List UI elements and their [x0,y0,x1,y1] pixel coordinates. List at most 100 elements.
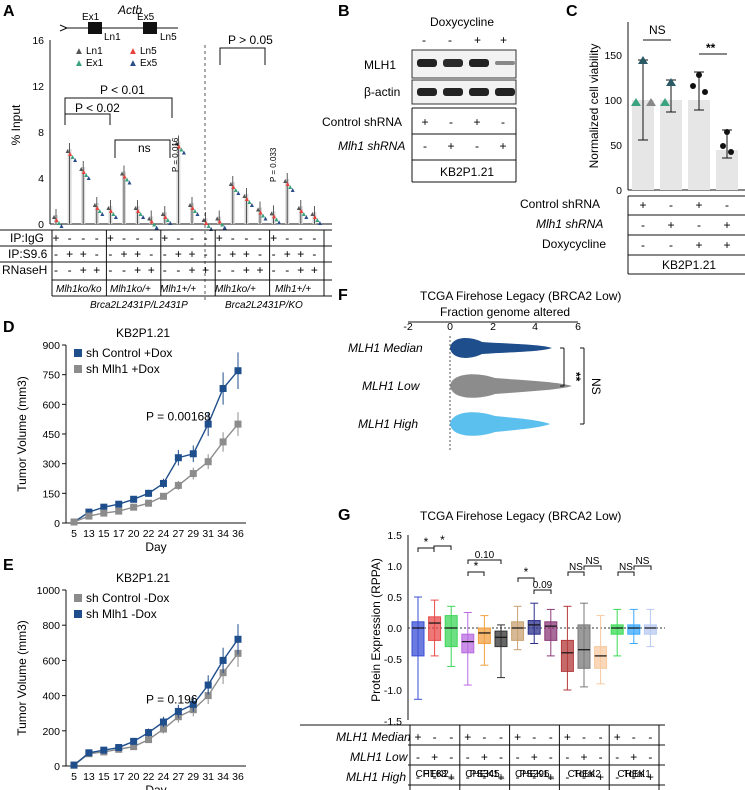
sign-cell: + [175,247,182,261]
p-value-label: P < 0.02 [75,101,120,115]
data-point [233,188,238,192]
sign-cell: - [285,263,289,277]
data-point [317,221,322,225]
sign-cell: + [66,247,73,261]
sign-cell: - [449,750,453,764]
data-point [206,224,211,228]
dox-sign: + [500,33,507,47]
sig-label: 0.10 [475,550,495,561]
row-label: MLH1 Low [350,750,409,764]
sign-cell: - [190,231,194,245]
sign-cell: - [475,139,479,153]
x-tick: -2 [403,321,412,333]
box [461,633,475,654]
genotype-label: Mlh1+/+ [275,284,311,295]
panel-f: TCGA Firehose Legacy (BRCA2 Low) Fractio… [348,289,621,450]
sign-cell: - [648,750,652,764]
sign-cell: + [639,198,646,212]
data-point [84,173,89,177]
data-point [85,512,93,520]
data-point [249,203,254,207]
sign-cell: - [697,218,701,232]
exon1-label: Ex1 [82,12,100,23]
y-tick: 50 [610,140,622,152]
box [627,624,641,635]
x-tick: 36 [232,528,244,540]
data-point [106,206,111,210]
panel-label-a: A [3,3,15,20]
sign-cell: - [95,247,99,261]
data-point [108,209,113,213]
box [527,620,541,635]
data-point [174,707,182,715]
sign-cell: - [482,770,486,784]
sign-cell: + [695,238,702,252]
sign-cell: - [599,730,603,744]
sign-cell: + [723,238,730,252]
data-point [122,174,127,179]
x-tick: 2 [490,321,496,333]
sign-cell: - [68,263,72,277]
group-label: MLH1 High [358,417,418,431]
data-point [100,212,105,216]
sign-cell: + [499,139,506,153]
data-point [79,167,84,171]
protein-label: CHEK2_ [415,769,454,780]
data-point [190,206,195,210]
vertical-p-label: P = 0.016 [171,137,180,172]
sig-label: ** [569,372,583,382]
x-tick: 27 [173,528,185,540]
band [417,59,437,67]
sign-cell: - [163,247,167,261]
data-point [310,212,315,216]
data-point [312,215,317,219]
sign-cell: + [188,263,195,277]
dox-sign: + [474,33,481,47]
data-point [274,217,279,222]
data-point [290,188,295,192]
data-point [696,72,702,78]
sign-cell: - [632,730,636,744]
sign-cell: - [149,231,153,245]
sig-label: NS [636,556,650,567]
data-point [702,89,708,95]
data-point [234,367,242,375]
bracket [467,571,485,576]
sign-cell: + [564,730,571,744]
protein-label: PT68 [423,769,447,780]
y-tick: 300 [42,459,60,471]
row-label-ips96: IP:S9.6 [8,247,48,261]
data-point [163,215,168,219]
legend-ln5: Ln5 [140,46,157,57]
sign-cell: + [80,263,87,277]
data-point [299,209,304,213]
data-point [222,225,227,230]
bracket [467,559,502,564]
data-point [631,98,641,106]
box [477,627,491,644]
sign-cell: + [229,247,236,261]
sign-cell: - [285,231,289,245]
legend-ex5: Ex5 [140,58,158,69]
data-point [97,209,102,213]
data-point [154,225,159,230]
violin [450,374,572,398]
y-tick: 0 [616,185,622,197]
x-tick: 0 [447,321,453,333]
legend-ex1: Ex1 [86,58,104,69]
sign-cell: - [725,198,729,212]
viability-bar [632,100,654,190]
series-line [73,652,239,766]
data-point [174,481,182,489]
sign-cell: + [256,263,263,277]
group-label: MLH1 Median [348,341,423,355]
sign-cell: - [258,247,262,261]
y-axis-label: Tumor Volume (mm3) [15,620,29,736]
sig-label: NS [569,562,583,573]
sign-cell: - [54,263,58,277]
sign-cell: - [204,247,208,261]
bracket [114,139,171,158]
data-point [244,197,249,201]
box [544,621,558,641]
sign-cell: + [531,750,538,764]
